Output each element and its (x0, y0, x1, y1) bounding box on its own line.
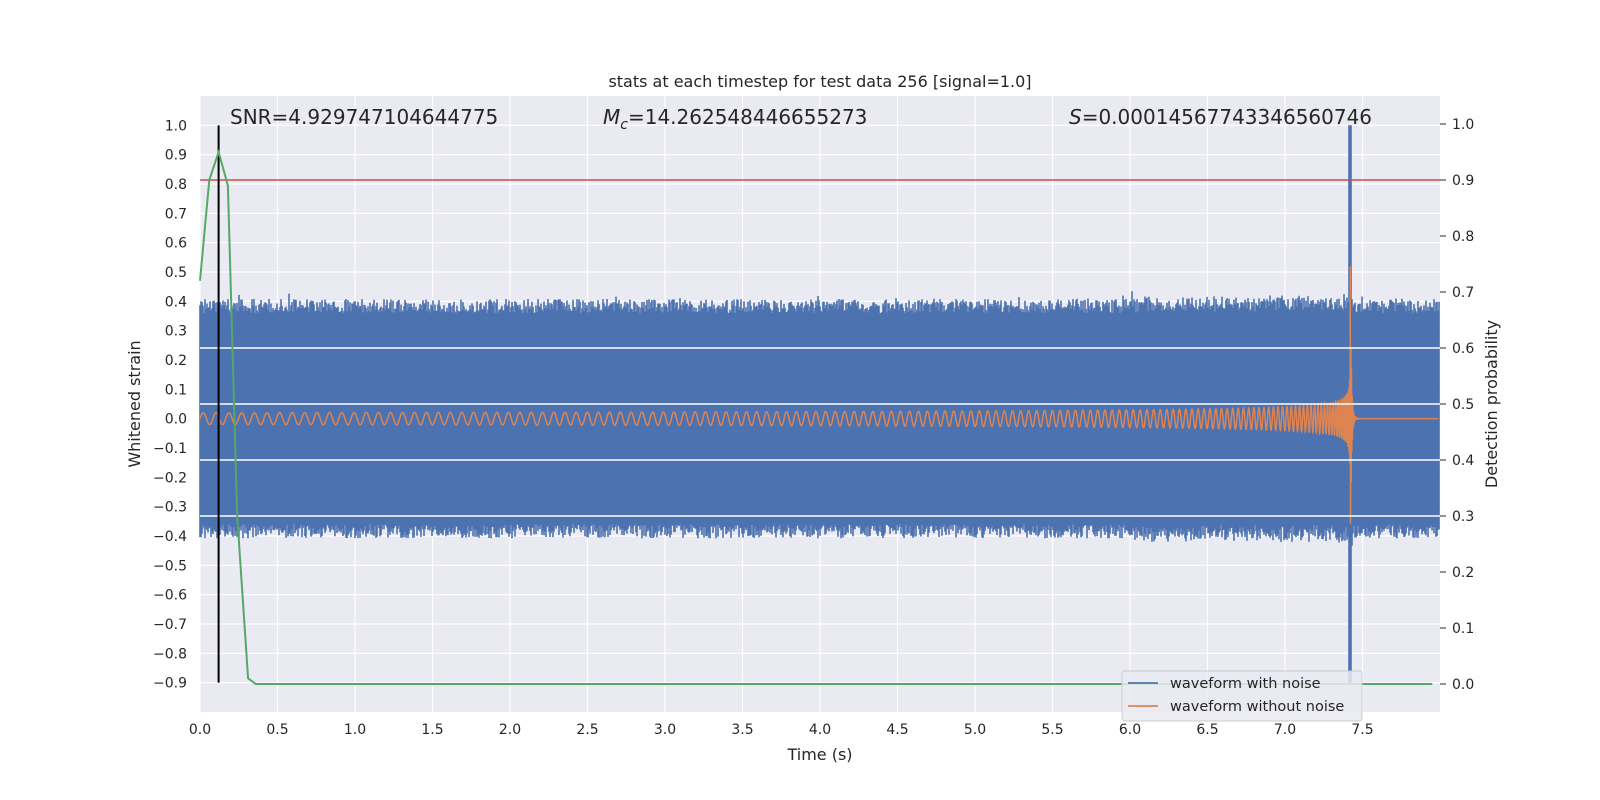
y-tick-label-left: 0.8 (165, 177, 187, 193)
x-tick-label: 4.0 (809, 722, 831, 738)
y-tick-label-left: 0.4 (165, 294, 187, 310)
chirp-mass-symbol: M (603, 105, 620, 129)
x-tick-label: 1.5 (421, 722, 443, 738)
overlays (199, 125, 1440, 685)
y-tick-label-left: 1.0 (165, 118, 187, 134)
series-waveform-without-noise (199, 266, 1439, 524)
waveform-without-noise-line (199, 266, 1439, 524)
x-tick-label: 2.0 (499, 722, 521, 738)
y-tick-label-right: 1.0 (1452, 117, 1474, 133)
chirp-mass-value: =14.262548446655273 (628, 105, 867, 129)
x-tick-label: 2.5 (576, 722, 598, 738)
ticks: 0.0 0.5 1.0 1.5 2.0 2.5 3.0 3.5 4.0 4.5 5.0 5.5 6.0 6… (153, 117, 1474, 738)
y-tick-label-left: 0.7 (165, 206, 187, 222)
x-tick-label: 1.0 (344, 722, 366, 738)
y-tick-label-left: 0.1 (165, 382, 187, 398)
x-tick-label: 5.5 (1041, 722, 1063, 738)
y-axis-title-left: Whitened strain (125, 340, 144, 467)
y-tick-label-right: 0.4 (1452, 453, 1474, 469)
y-tick-label-left: −0.7 (153, 617, 187, 633)
y-tick-label-left: 0.2 (165, 353, 187, 369)
x-tick-label: 6.5 (1196, 722, 1218, 738)
legend-box (1121, 670, 1363, 722)
legend-label-clean: waveform without noise (1170, 699, 1344, 715)
y-tick-label-left: 0.6 (165, 236, 187, 252)
x-tick-label: 3.0 (654, 722, 676, 738)
y-tick-label-right: 0.9 (1452, 173, 1474, 189)
y-tick-label-left: −0.5 (153, 558, 187, 574)
y-tick-label-right: 0.1 (1452, 621, 1474, 637)
legend-label-noise: waveform with noise (1170, 676, 1321, 692)
y-tick-label-right: 0.8 (1452, 229, 1474, 245)
y-tick-label-left: −0.8 (153, 646, 187, 662)
x-tick-label: 0.5 (266, 722, 288, 738)
s-symbol: S (1069, 105, 1082, 129)
x-tick-label: 7.0 (1274, 722, 1296, 738)
x-tick-label: 5.0 (964, 722, 986, 738)
y-tick-label-left: −0.4 (153, 529, 187, 545)
y-tick-label-left: 0.0 (165, 412, 187, 428)
s-value: =0.00014567743346560746 (1082, 105, 1372, 129)
y-tick-label-left: 0.5 (165, 265, 187, 281)
x-tick-label: 3.5 (731, 722, 753, 738)
chirp-mass-annotation: Mc=14.262548446655273 (603, 105, 867, 133)
y-tick-label-right: 0.6 (1452, 341, 1474, 357)
y-tick-label-left: −0.6 (153, 588, 187, 604)
x-tick-label: 0.0 (189, 722, 211, 738)
detection-probability-line (199, 148, 1433, 685)
legend: waveform with noise waveform without noi… (1121, 670, 1363, 722)
x-tick-label: 7.5 (1351, 722, 1373, 738)
right-axis-grid (200, 347, 1440, 517)
y-tick-label-right: 0.7 (1452, 285, 1474, 301)
y-tick-label-right: 0.0 (1452, 677, 1474, 693)
y-tick-label-right: 0.3 (1452, 509, 1474, 525)
chirp-mass-subscript: c (620, 117, 628, 133)
y-tick-label-left: 0.3 (165, 324, 187, 340)
y-tick-label-left: −0.3 (153, 500, 187, 516)
y-tick-label-right: 0.5 (1452, 397, 1474, 413)
y-tick-label-right: 0.2 (1452, 565, 1474, 581)
s-annotation: S=0.00014567743346560746 (1069, 105, 1372, 129)
x-tick-label: 6.0 (1119, 722, 1141, 738)
y-tick-label-left: 0.9 (165, 148, 187, 164)
x-axis-title: Time (s) (786, 745, 852, 764)
y-axis-title-right: Detection probability (1482, 320, 1501, 488)
snr-annotation: SNR=4.929747104644775 (230, 105, 498, 129)
y-tick-label-left: −0.1 (153, 441, 187, 457)
y-tick-label-left: −0.9 (153, 676, 187, 692)
chart-title: stats at each timestep for test data 256… (608, 72, 1031, 91)
x-tick-label: 4.5 (886, 722, 908, 738)
y-tick-label-left: −0.2 (153, 470, 187, 486)
